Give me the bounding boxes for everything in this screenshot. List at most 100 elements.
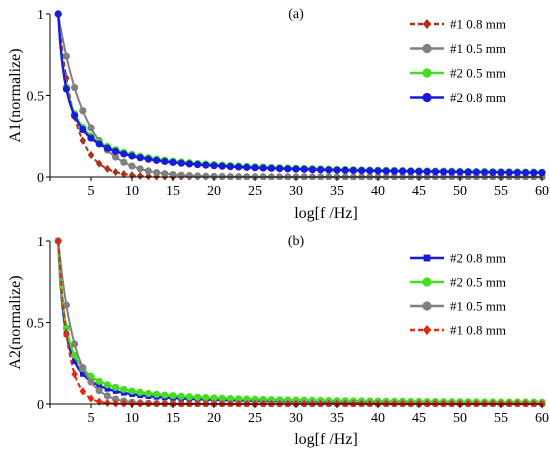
data-point: [169, 170, 177, 179]
x-tick-label: 55: [494, 411, 508, 426]
data-point: [87, 150, 95, 160]
data-point: [210, 162, 218, 170]
data-point: [358, 166, 366, 175]
y-axis-label: A1(normalize): [7, 48, 24, 142]
data-point: [366, 167, 374, 175]
y-tick-label: 0: [37, 398, 44, 413]
legend-marker: [422, 92, 432, 103]
legend-marker: [422, 18, 432, 30]
data-point: [177, 171, 185, 179]
data-point: [95, 159, 103, 168]
y-tick-label: 0: [37, 171, 44, 186]
data-point: [79, 364, 87, 372]
data-point: [308, 165, 316, 174]
data-point: [194, 393, 202, 401]
data-point: [103, 392, 111, 400]
legend-label: #2 0.5 mm: [450, 275, 506, 290]
x-tick-label: 45: [412, 411, 426, 426]
x-tick-label: 50: [453, 411, 467, 426]
x-tick-label: 25: [248, 184, 262, 199]
data-point: [407, 167, 415, 175]
data-point: [177, 392, 185, 400]
legend-marker: [422, 324, 432, 336]
legend-marker: [423, 254, 431, 262]
data-point: [62, 324, 70, 332]
data-point: [112, 395, 120, 403]
data-point: [103, 144, 111, 152]
legend-label: #1 0.8 mm: [450, 323, 506, 338]
legend-label: #2 0.8 mm: [450, 90, 506, 105]
legend-item: #1 0.8 mm: [410, 17, 506, 32]
data-point: [120, 169, 128, 179]
data-point: [136, 154, 144, 162]
data-point: [177, 159, 185, 167]
x-tick-label: 40: [371, 411, 385, 426]
data-point: [112, 147, 120, 155]
x-tick-label: 20: [207, 411, 221, 426]
data-point: [87, 378, 95, 386]
data-point: [226, 394, 234, 403]
data-point: [210, 394, 218, 402]
data-point: [292, 165, 300, 173]
data-point: [210, 172, 218, 180]
data-point: [144, 155, 152, 163]
data-point: [194, 160, 202, 169]
legend-marker: [422, 301, 432, 311]
x-tick-label: 60: [535, 411, 549, 426]
x-tick-label: 25: [248, 411, 262, 426]
x-tick-label: 5: [88, 184, 95, 199]
data-point: [79, 387, 87, 396]
data-point: [235, 163, 243, 171]
data-point: [456, 168, 464, 176]
legend-item: #2 0.8 mm: [410, 251, 506, 266]
data-point: [202, 161, 210, 169]
data-point: [448, 168, 456, 176]
data-point: [136, 171, 144, 180]
panel-label: (a): [288, 7, 304, 22]
data-point: [169, 392, 177, 400]
data-point: [243, 163, 251, 171]
x-tick-label: 10: [125, 184, 139, 199]
data-point: [128, 387, 136, 395]
data-point: [399, 167, 407, 175]
y-tick-label: 1: [37, 8, 44, 23]
data-point: [267, 164, 275, 172]
legend-marker: [422, 68, 432, 78]
x-tick-label: 40: [371, 184, 385, 199]
data-point: [235, 395, 243, 403]
data-point: [79, 136, 87, 145]
data-point: [120, 385, 128, 394]
data-point: [194, 172, 202, 180]
data-point: [185, 160, 193, 168]
data-point: [112, 167, 119, 177]
data-point: [104, 398, 111, 407]
data-point: [120, 158, 128, 166]
data-point: [226, 162, 234, 171]
data-point: [349, 166, 357, 175]
data-point: [112, 399, 119, 407]
data-point: [112, 383, 120, 392]
legend-item: #2 0.8 mm: [410, 90, 506, 105]
data-point: [185, 172, 193, 180]
data-point: [276, 165, 284, 173]
data-point: [71, 351, 79, 359]
data-point: [71, 112, 79, 120]
data-point: [218, 394, 226, 402]
data-point: [128, 152, 136, 160]
legend-item: #2 0.5 mm: [410, 275, 506, 290]
data-point: [71, 358, 78, 365]
legend-item: #1 0.8 mm: [410, 323, 506, 338]
data-point: [161, 170, 169, 178]
x-tick-label: 15: [166, 411, 180, 426]
x-tick-label: 55: [494, 184, 508, 199]
legend: #1 0.8 mm #1 0.5 mm #2 0.5 mm #2 0.8 mm: [410, 17, 506, 105]
data-point: [472, 168, 480, 176]
data-point: [153, 168, 161, 177]
panel-a-chart: 5 10 15 20 25 30 35 40 45 50 55 60 0 0.5 1 log[f /Hz] A1…: [7, 7, 549, 222]
data-point: [497, 168, 505, 176]
panel-label: (b): [288, 234, 305, 249]
legend-label: #2 0.8 mm: [450, 251, 506, 266]
x-tick-label: 50: [453, 184, 467, 199]
data-point: [54, 10, 62, 18]
